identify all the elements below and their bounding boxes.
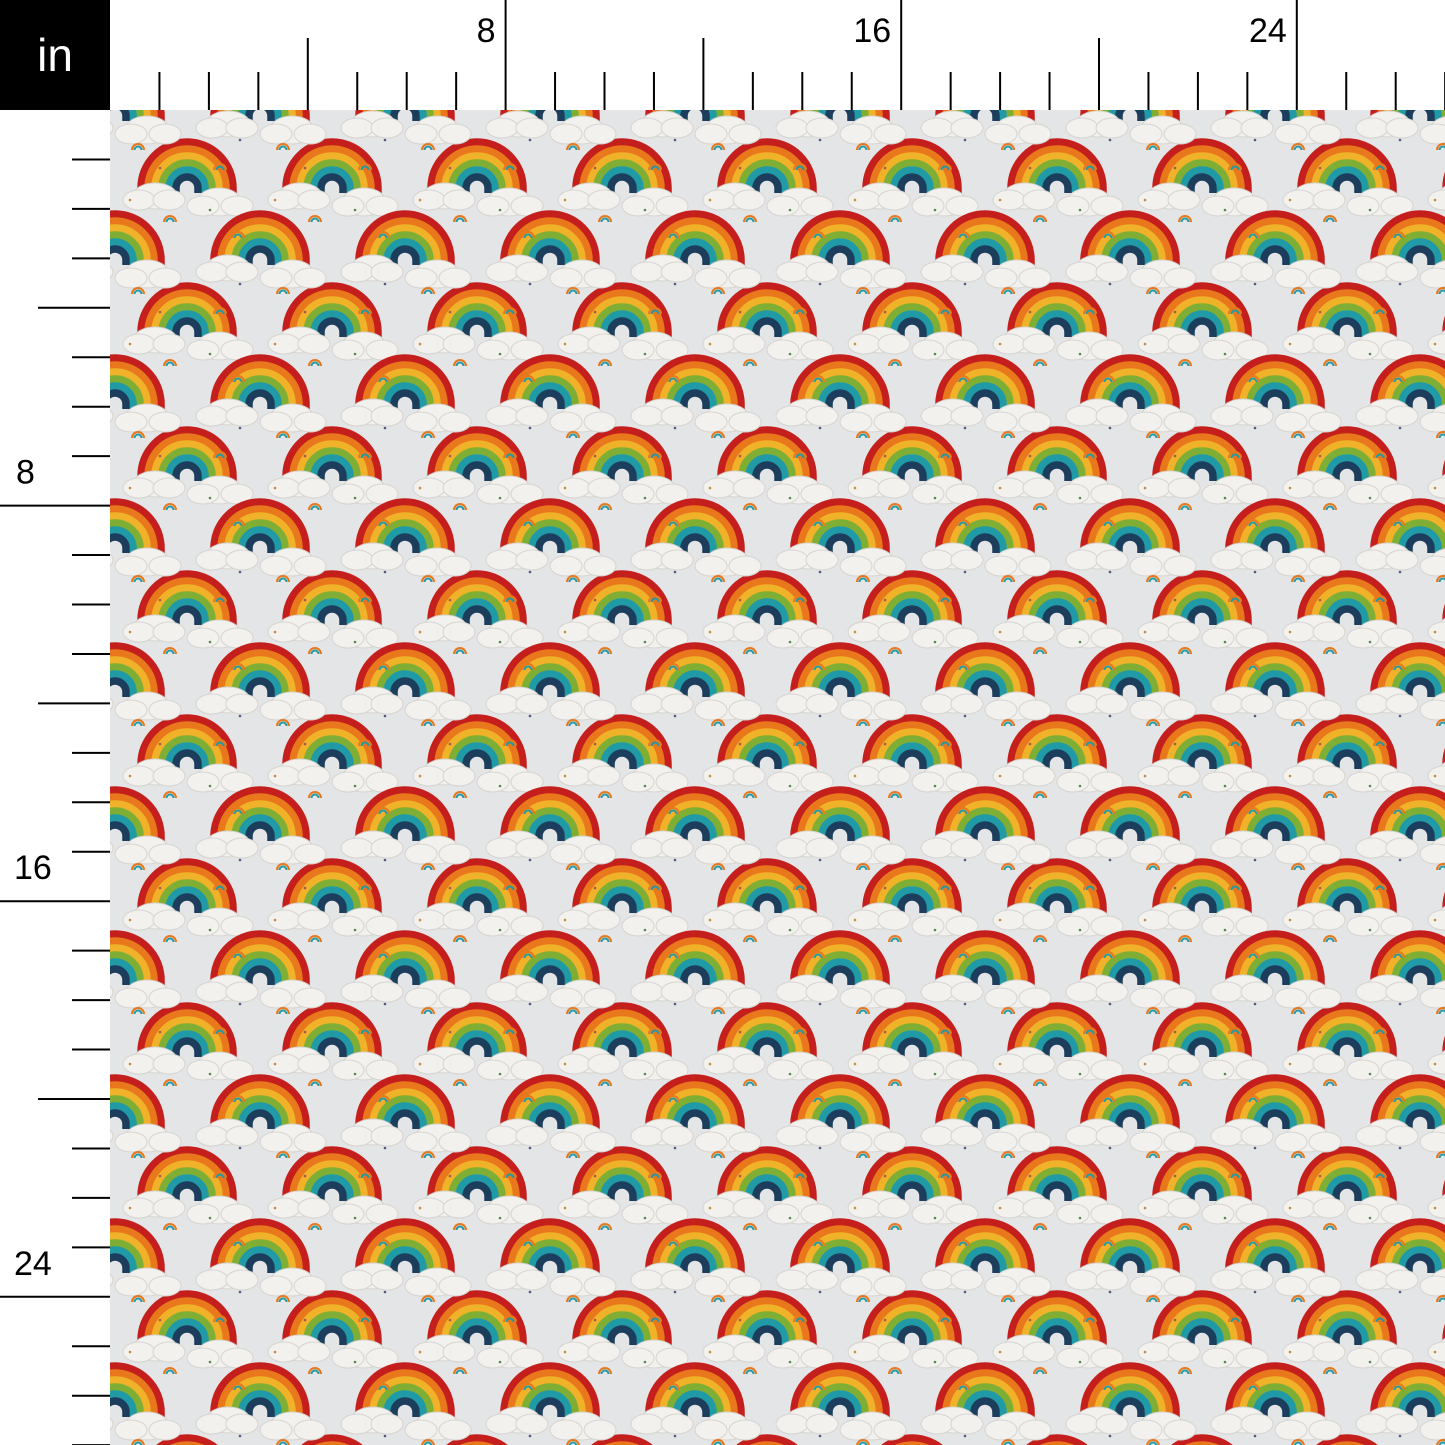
fabric-pattern bbox=[110, 110, 1445, 1445]
pattern-fill bbox=[110, 110, 1445, 1445]
left-ruler: 8 16 24 bbox=[0, 158, 110, 1445]
left-ruler-label: 16 bbox=[14, 849, 52, 887]
top-ruler-label: 8 bbox=[477, 12, 496, 50]
top-ruler-label: 24 bbox=[1249, 12, 1287, 50]
left-ruler-label: 24 bbox=[14, 1245, 52, 1283]
top-ruler-label: 16 bbox=[853, 12, 891, 50]
left-ruler-label: 8 bbox=[16, 454, 35, 492]
unit-label: in bbox=[0, 0, 110, 110]
top-ruler: 8 16 24 bbox=[158, 0, 1445, 110]
